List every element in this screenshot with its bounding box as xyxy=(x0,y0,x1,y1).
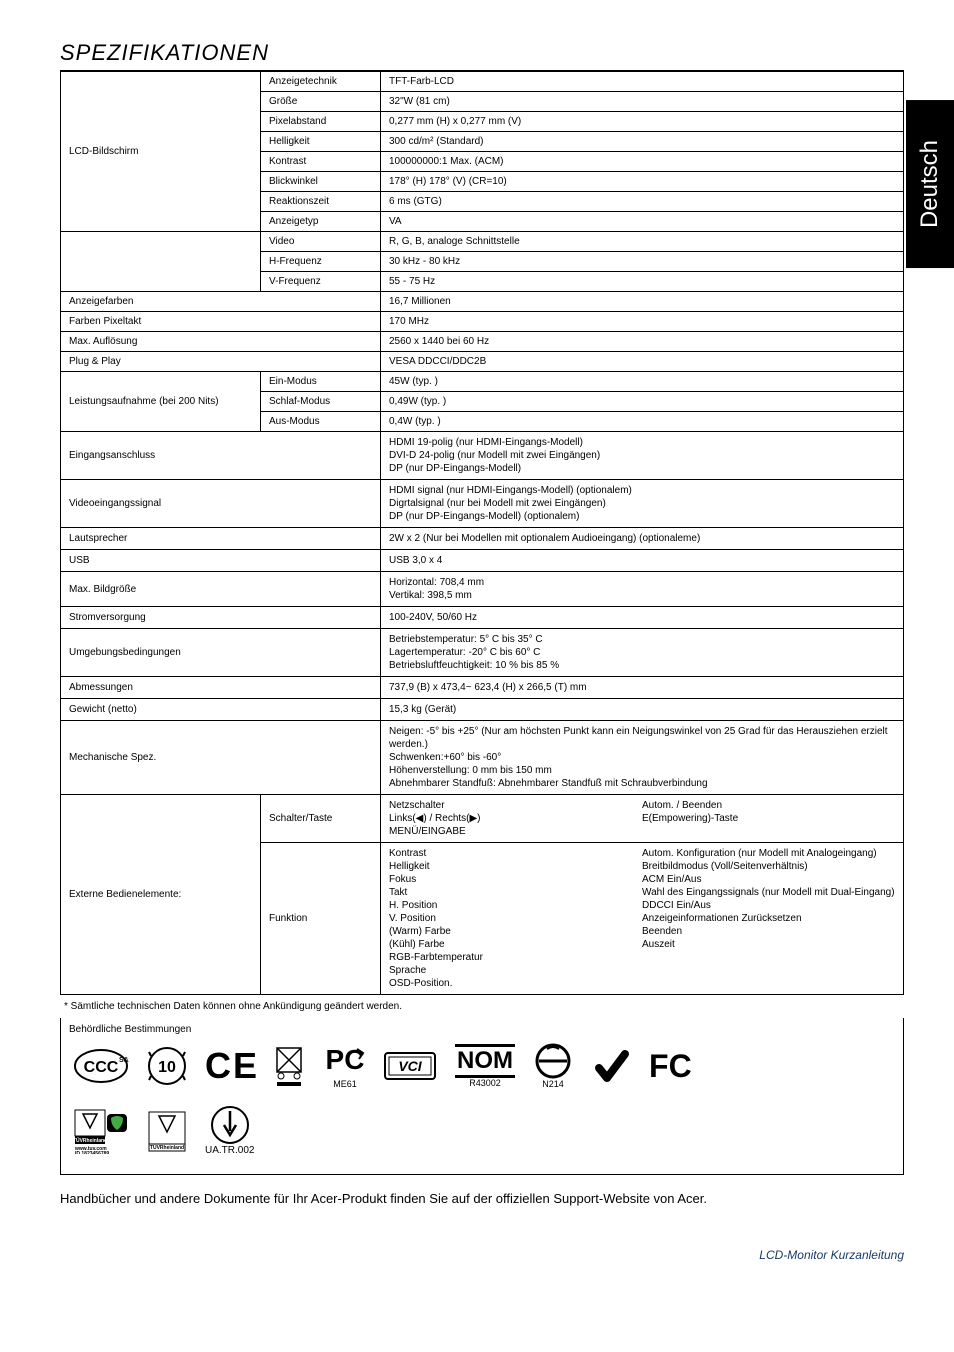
language-tab: Deutsch xyxy=(906,100,954,268)
regulatory-section: Behördliche Bestimmungen CCCS&E 10 C E P… xyxy=(60,1018,904,1175)
spec-key: Gewicht (netto) xyxy=(61,699,381,721)
spec-value: VA xyxy=(381,212,904,232)
tuv-1-icon: TÜVRheinlandwww.tuv.comID 1823456789 xyxy=(73,1108,129,1154)
ext-group-label: Externe Bedienelemente: xyxy=(61,795,261,995)
spec-value: 30 kHz - 80 kHz xyxy=(381,252,904,272)
svg-text:S&E: S&E xyxy=(119,1057,129,1064)
spec-key: Ein-Modus xyxy=(261,372,381,392)
footnote: * Sämtliche technischen Daten können ohn… xyxy=(60,995,904,1018)
spec-value: R, G, B, analoge Schnittstelle xyxy=(381,232,904,252)
fcc-icon: FC xyxy=(649,1048,692,1085)
spec-key: Farben Pixeltakt xyxy=(61,312,381,332)
spec-value: 300 cd/m² (Standard) xyxy=(381,132,904,152)
svg-text:10: 10 xyxy=(158,1059,176,1076)
weee-icon xyxy=(271,1044,307,1088)
spec-key: Reaktionszeit xyxy=(261,192,381,212)
ua-tr-icon: UA.TR.002 xyxy=(205,1105,254,1156)
spec-value: 2560 x 1440 bei 60 Hz xyxy=(381,332,904,352)
ce-icon: C E xyxy=(205,1045,253,1087)
power-group-label: Leistungsaufnahme (bei 200 Nits) xyxy=(61,372,261,432)
spec-value: 170 MHz xyxy=(381,312,904,332)
spec-key: Plug & Play xyxy=(61,352,381,372)
svg-text:ID 1823456789: ID 1823456789 xyxy=(75,1151,109,1154)
spec-value: 45W (typ. ) xyxy=(381,372,904,392)
spec-value: Neigen: -5° bis +25° (Nur am höchsten Pu… xyxy=(381,721,904,795)
spec-table: LCD-BildschirmAnzeigetechnikTFT-Farb-LCD… xyxy=(60,71,904,995)
spec-key: Aus-Modus xyxy=(261,412,381,432)
spec-value: HDMI signal (nur HDMI-Eingangs-Modell) (… xyxy=(381,480,904,528)
tuv-2-icon: TÜVRheinland xyxy=(147,1110,187,1152)
regulatory-label: Behördliche Bestimmungen xyxy=(69,1024,895,1035)
nom-icon: NOMR43002 xyxy=(455,1044,515,1088)
spec-value: 6 ms (GTG) xyxy=(381,192,904,212)
spec-value: KontrastHelligkeitFokusTaktH. PositionV.… xyxy=(381,843,904,995)
c-tick-icon xyxy=(591,1046,631,1086)
spec-key: Pixelabstand xyxy=(261,112,381,132)
spec-value: 0,277 mm (H) x 0,277 mm (V) xyxy=(381,112,904,132)
spec-value: HDMI 19-polig (nur HDMI-Eingangs-Modell)… xyxy=(381,432,904,480)
lcd-group-label: LCD-Bildschirm xyxy=(61,72,261,232)
spec-key: Anzeigetyp xyxy=(261,212,381,232)
ccc-icon: CCCS&E xyxy=(73,1048,129,1084)
spec-key: Abmessungen xyxy=(61,677,381,699)
spec-value: 737,9 (B) x 473,4~ 623,4 (H) x 266,5 (T)… xyxy=(381,677,904,699)
spec-key: Video xyxy=(261,232,381,252)
spec-key: Schlaf-Modus xyxy=(261,392,381,412)
spec-value: 0,4W (typ. ) xyxy=(381,412,904,432)
spec-key: Videoeingangssignal xyxy=(61,480,381,528)
vci-icon: VCI xyxy=(383,1051,437,1081)
gost-icon: PCME61 xyxy=(325,1043,365,1089)
svg-text:CCC: CCC xyxy=(84,1059,119,1076)
bottom-note: Handbücher und andere Dokumente für Ihr … xyxy=(60,1191,904,1208)
spec-value: TFT-Farb-LCD xyxy=(381,72,904,92)
spec-key: Eingangsanschluss xyxy=(61,432,381,480)
footer: LCD-Monitor Kurzanleitung xyxy=(60,1248,904,1262)
spec-value: 55 - 75 Hz xyxy=(381,272,904,292)
spec-key: Blickwinkel xyxy=(261,172,381,192)
spec-value: Betriebstemperatur: 5° C bis 35° CLagert… xyxy=(381,629,904,677)
spec-key: Anzeigefarben xyxy=(61,292,381,312)
spec-key: Umgebungsbedingungen xyxy=(61,629,381,677)
svg-text:TÜVRheinland: TÜVRheinland xyxy=(150,1144,184,1151)
cert-row-2: TÜVRheinlandwww.tuv.comID 1823456789 TÜV… xyxy=(69,1097,895,1164)
saso-icon: N214 xyxy=(533,1043,573,1089)
spec-value: 2W x 2 (Nur bei Modellen mit optionalem … xyxy=(381,528,904,550)
spec-key: Helligkeit xyxy=(261,132,381,152)
svg-text:PC: PC xyxy=(326,1044,365,1075)
spec-key: Funktion xyxy=(261,843,381,995)
spec-key: Max. Bildgröße xyxy=(61,572,381,607)
spec-value: 0,49W (typ. ) xyxy=(381,392,904,412)
svg-text:TÜVRheinland: TÜVRheinland xyxy=(73,1137,107,1144)
spec-value: USB 3,0 x 4 xyxy=(381,550,904,572)
spec-value: NetzschalterLinks(◀) / Rechts(▶)MENÜ/EIN… xyxy=(381,795,904,843)
spec-key: Anzeigetechnik xyxy=(261,72,381,92)
spec-key: Kontrast xyxy=(261,152,381,172)
spec-key: V-Frequenz xyxy=(261,272,381,292)
spec-key: Max. Auflösung xyxy=(61,332,381,352)
spec-key: Mechanische Spez. xyxy=(61,721,381,795)
spec-value: Horizontal: 708,4 mmVertikal: 398,5 mm xyxy=(381,572,904,607)
spec-key: Schalter/Taste xyxy=(261,795,381,843)
spec-value: 32"W (81 cm) xyxy=(381,92,904,112)
spec-value: 16,7 Millionen xyxy=(381,292,904,312)
spec-key: Lautsprecher xyxy=(61,528,381,550)
cert-row-1: CCCS&E 10 C E PCME61 VCI NOMR43002 N214 … xyxy=(69,1035,895,1097)
spec-key: H-Frequenz xyxy=(261,252,381,272)
spec-value: VESA DDCCI/DDC2B xyxy=(381,352,904,372)
spec-key: USB xyxy=(61,550,381,572)
page-title: SPEZIFIKATIONEN xyxy=(60,40,904,71)
svg-text:VCI: VCI xyxy=(398,1058,422,1074)
spec-key: Stromversorgung xyxy=(61,607,381,629)
spec-value: 100000000:1 Max. (ACM) xyxy=(381,152,904,172)
spec-value: 178° (H) 178° (V) (CR=10) xyxy=(381,172,904,192)
freq-group-label xyxy=(61,232,261,292)
spec-value: 15,3 kg (Gerät) xyxy=(381,699,904,721)
spec-key: Größe xyxy=(261,92,381,112)
circle-10-icon: 10 xyxy=(147,1046,187,1086)
spec-value: 100-240V, 50/60 Hz xyxy=(381,607,904,629)
